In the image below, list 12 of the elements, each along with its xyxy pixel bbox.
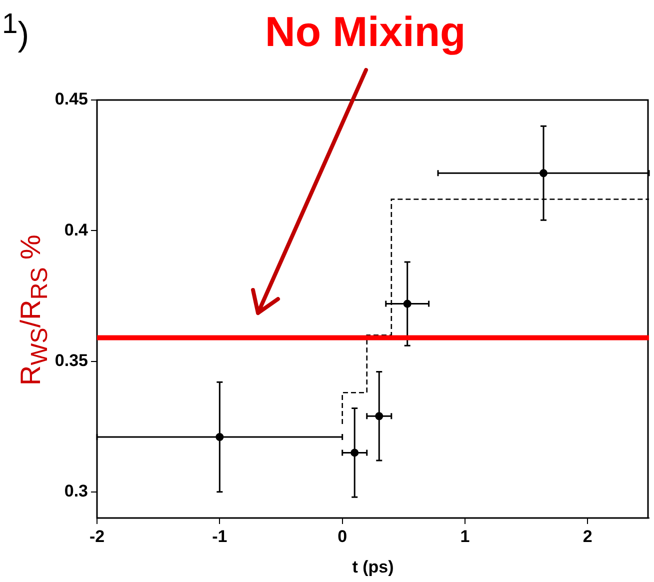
y-tick-label: 0.45 [54, 90, 88, 109]
x-tick-label: 2 [582, 526, 592, 546]
x-axis-title: t (ps) [352, 557, 394, 576]
y-tick-label: 0.35 [54, 350, 88, 370]
x-tick-label: -2 [89, 526, 105, 546]
y-tick-label: 0.4 [64, 220, 89, 240]
y-tick-label: 0.3 [64, 482, 88, 501]
x-tick-label: -1 [212, 526, 228, 546]
text: $^{1}$) [2, 8, 30, 54]
ref-line-label: No Mixing [265, 8, 466, 56]
x-tick-label: 1 [460, 526, 470, 546]
x-tick-label: 0 [338, 526, 348, 546]
